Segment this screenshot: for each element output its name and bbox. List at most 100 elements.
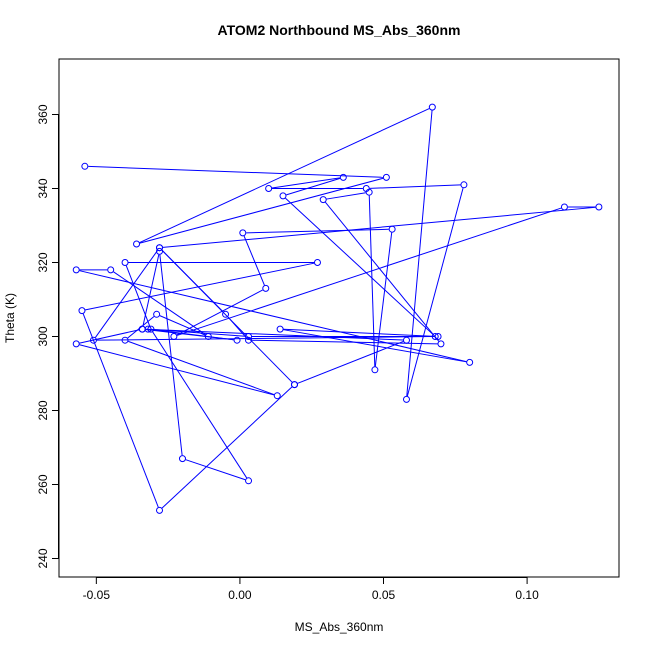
data-point — [121, 259, 129, 266]
series-segment — [286, 177, 341, 196]
series-segment — [271, 177, 341, 189]
series-segment — [283, 329, 467, 363]
y-tick-label: 240 — [36, 548, 50, 568]
data-point — [89, 336, 97, 344]
data-point — [245, 477, 253, 485]
data-point — [233, 336, 241, 344]
y-tick-label: 320 — [36, 252, 50, 272]
data-point — [156, 506, 164, 514]
data-point — [156, 247, 164, 255]
y-tick-label: 360 — [36, 104, 50, 124]
data-point — [245, 336, 253, 344]
y-tick-label: 340 — [36, 178, 50, 198]
data-point — [365, 188, 373, 196]
data-point — [78, 307, 86, 315]
data-point — [239, 229, 247, 237]
data-point — [204, 333, 212, 340]
series-segment — [161, 249, 293, 383]
y-tick-label: 260 — [36, 474, 50, 494]
x-tick-label: 0.10 — [515, 588, 539, 602]
x-tick-label: 0.00 — [228, 588, 252, 602]
data-point — [339, 173, 347, 181]
series-segment — [125, 265, 151, 327]
series-segment — [324, 201, 440, 342]
series-segment — [128, 340, 275, 396]
series-segment — [283, 328, 435, 337]
data-point — [121, 336, 129, 344]
data-point — [133, 240, 141, 248]
series-segment — [79, 344, 275, 396]
data-point — [434, 333, 442, 340]
series-segment — [152, 331, 248, 479]
series-segment — [368, 195, 376, 367]
series-segment — [326, 192, 366, 200]
series-segment — [145, 328, 404, 341]
data-point — [147, 325, 155, 333]
data-point — [402, 336, 410, 344]
y-axis: 240 260 280 300 320 340 360 — [36, 104, 59, 569]
series-segment — [96, 336, 432, 341]
series-segment — [139, 177, 384, 244]
series-segment — [113, 271, 206, 335]
data-point — [388, 225, 396, 233]
data-point — [402, 395, 410, 403]
series-segment — [374, 232, 393, 367]
series-segment — [285, 197, 434, 335]
series-segment — [176, 207, 562, 336]
data-point — [81, 162, 89, 170]
series-segment — [82, 313, 159, 508]
series-segment — [85, 262, 315, 311]
data-point — [428, 103, 436, 111]
data-point — [276, 325, 284, 333]
data-point — [319, 196, 327, 204]
x-axis-label: MS_Abs_360nm — [295, 620, 384, 634]
series-segment — [297, 340, 404, 384]
data-point — [437, 340, 445, 348]
x-tick-label: -0.05 — [83, 588, 111, 602]
y-tick-label: 300 — [36, 326, 50, 346]
data-point — [466, 358, 474, 366]
data-point — [560, 203, 568, 211]
series-segment — [176, 289, 263, 336]
data-point — [265, 185, 273, 192]
data-point — [279, 192, 287, 200]
data-point — [273, 392, 281, 400]
series-segment — [95, 250, 158, 338]
data-point — [153, 310, 161, 318]
series-segment — [369, 184, 461, 189]
x-tick-label: 0.05 — [372, 588, 396, 602]
series-segment — [79, 329, 140, 344]
data-point — [156, 244, 164, 252]
series-layer — [72, 103, 603, 514]
series-segment — [79, 270, 467, 363]
y-axis-label: Theta (K) — [3, 293, 17, 343]
data-point — [371, 366, 379, 374]
series-segment — [243, 235, 265, 286]
data-point — [107, 266, 115, 274]
data-point — [170, 333, 178, 340]
y-tick-label: 280 — [36, 400, 50, 420]
data-point — [382, 173, 390, 181]
series-segment — [139, 108, 430, 244]
data-point — [245, 333, 253, 340]
plot-frame — [58, 58, 620, 578]
chart-title: ATOM2 Northbound MS_Abs_360nm — [218, 22, 461, 38]
data-point — [72, 340, 80, 348]
data-point — [460, 181, 468, 189]
data-point — [138, 325, 146, 333]
data-point — [72, 266, 80, 274]
data-point — [313, 259, 321, 266]
series-segment — [162, 206, 596, 248]
data-point — [431, 333, 439, 340]
series-segment — [246, 228, 389, 234]
data-point — [178, 455, 186, 463]
series-segment — [142, 254, 160, 326]
series-segment — [88, 165, 384, 178]
series-segment — [406, 187, 464, 397]
x-axis: -0.05 0.00 0.05 0.10 — [83, 577, 539, 602]
series-segment — [127, 316, 155, 339]
series-segment — [151, 329, 234, 341]
series-segment — [159, 254, 183, 456]
data-point — [262, 284, 270, 292]
